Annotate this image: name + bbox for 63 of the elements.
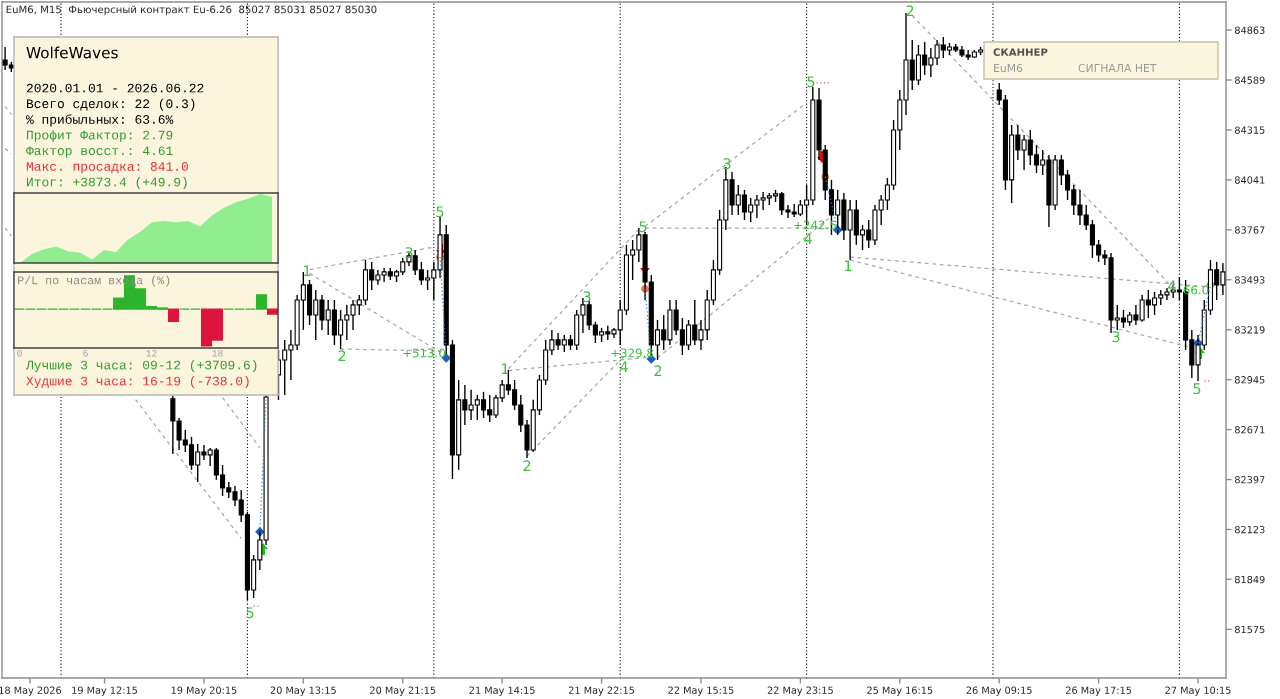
annotation: 2	[523, 460, 531, 472]
annotation: 1	[303, 265, 311, 277]
x-tick-label: 20 May 13:15	[270, 686, 336, 696]
annotation: Макс. просадка: 841.0	[26, 162, 188, 174]
annotation: % прибыльных: 63.6%	[26, 114, 174, 127]
x-tick-label: 20 May 21:15	[370, 686, 436, 696]
x-tick-label: 25 May 16:15	[867, 686, 933, 696]
text: WolfeWaves	[26, 46, 118, 59]
annotation: 4	[804, 233, 812, 245]
y-tick-label: 82671	[1234, 426, 1265, 434]
annotation: 4	[1168, 280, 1176, 292]
annotation: 2	[654, 365, 662, 377]
annotation: Итог: +3873.4 (+49.9)	[27, 177, 187, 190]
annotation: Худшие 3 часа: 16-19 (-738.0)	[26, 375, 249, 389]
x-tick-label: 19 May 12:15	[72, 686, 137, 696]
chart-title: EuM6, M15 Фьючерсный контракт Eu-6.26 85027 85031 85027 85030	[6, 5, 377, 16]
annotation: 1	[501, 363, 509, 375]
annotation: 3	[723, 158, 731, 170]
x-tick-label: 18	[212, 349, 223, 357]
annotation: 4	[620, 361, 628, 373]
annotation: 5	[1193, 383, 1201, 395]
annotation: Профит Фактор: 2.79	[27, 129, 173, 143]
x-tick-label: 19 May 20:15	[171, 686, 237, 696]
annotation: 5	[436, 206, 444, 218]
x-tick-label: 27 May 10:15	[1165, 686, 1231, 696]
y-tick-label: 83493	[1234, 276, 1265, 284]
annotation: 3	[583, 291, 591, 303]
x-tick-label: 22 May 23:15	[767, 686, 833, 696]
y-tick-label: 84589	[1234, 76, 1265, 84]
x-tick-label: 21 May 14:15	[469, 686, 535, 696]
y-tick-label: 81575	[1234, 625, 1265, 634]
annotation: 5	[246, 607, 254, 619]
y-tick-label: 82123	[1234, 525, 1265, 534]
annotation: 5	[639, 221, 647, 233]
annotation: 2020.01.01 - 2026.06.22	[26, 83, 204, 93]
x-tick-label: 26 May 17:15	[1066, 686, 1132, 696]
x-tick-label: 18 May 2026	[0, 686, 62, 696]
y-tick-label: 84315	[1234, 126, 1265, 134]
y-tick-label: 82945	[1234, 376, 1265, 384]
annotation: Лучшие 3 часа: 09-12 (+3709.6)	[25, 359, 257, 373]
y-tick-label: 83219	[1234, 326, 1265, 334]
y-tick-label: 81849	[1234, 575, 1265, 584]
annotation: 1	[844, 260, 852, 272]
x-tick-label: 21 May 22:15	[568, 686, 635, 696]
x-tick-label: 0	[17, 349, 22, 357]
x-tick-label: 12	[146, 349, 157, 357]
annotation: 5	[807, 76, 815, 88]
annotation: Всего сделок: 22 (0.3)	[27, 98, 195, 111]
annotation: 2	[906, 5, 914, 17]
annotation: 2	[338, 350, 346, 362]
y-tick-label: 83767	[1234, 226, 1265, 234]
x-tick-label: 6	[83, 349, 88, 357]
annotation: 3	[1112, 331, 1120, 343]
y-tick-label: 82397	[1234, 476, 1265, 484]
annotation: СИГНАЛА НЕТ	[1078, 63, 1157, 73]
x-tick-label: 26 May 09:15	[966, 686, 1032, 696]
annotation: +513.0	[403, 348, 446, 358]
annotation: Фактор восст.: 4.61	[26, 146, 173, 158]
text: СКАННЕР	[993, 48, 1048, 56]
y-tick-label: 84041	[1234, 176, 1265, 184]
y-tick-label: 84863	[1234, 26, 1265, 34]
annotation: EuM6	[994, 63, 1023, 73]
x-tick-label: 22 May 15:15	[668, 686, 734, 696]
